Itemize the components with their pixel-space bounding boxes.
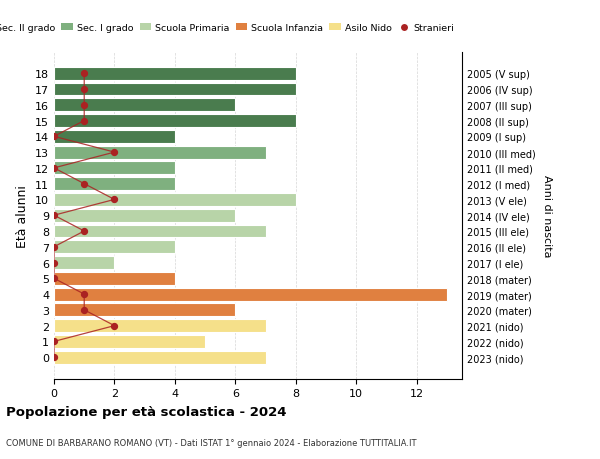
Point bbox=[110, 196, 119, 204]
Point bbox=[49, 134, 59, 141]
Bar bbox=[54, 351, 266, 364]
Bar bbox=[54, 272, 175, 285]
Bar bbox=[54, 178, 175, 190]
Bar bbox=[54, 162, 175, 175]
Legend: Sec. II grado, Sec. I grado, Scuola Primaria, Scuola Infanzia, Asilo Nido, Stran: Sec. II grado, Sec. I grado, Scuola Prim… bbox=[0, 20, 458, 37]
Bar bbox=[54, 335, 205, 348]
Y-axis label: Anni di nascita: Anni di nascita bbox=[542, 174, 552, 257]
Point bbox=[79, 307, 89, 314]
Point bbox=[110, 149, 119, 157]
Point bbox=[79, 102, 89, 109]
Point bbox=[49, 275, 59, 282]
Point bbox=[79, 118, 89, 125]
Bar bbox=[54, 99, 235, 112]
Text: Popolazione per età scolastica - 2024: Popolazione per età scolastica - 2024 bbox=[6, 405, 287, 419]
Point bbox=[79, 180, 89, 188]
Bar bbox=[54, 209, 235, 222]
Bar bbox=[54, 84, 296, 96]
Point bbox=[79, 228, 89, 235]
Point bbox=[49, 354, 59, 361]
Bar bbox=[54, 319, 266, 332]
Bar bbox=[54, 304, 235, 317]
Bar bbox=[54, 130, 175, 144]
Bar bbox=[54, 225, 266, 238]
Point bbox=[79, 70, 89, 78]
Point bbox=[49, 244, 59, 251]
Point bbox=[79, 86, 89, 94]
Bar bbox=[54, 288, 447, 301]
Point bbox=[49, 212, 59, 219]
Bar bbox=[54, 194, 296, 207]
Bar bbox=[54, 257, 115, 269]
Point bbox=[79, 291, 89, 298]
Point bbox=[49, 259, 59, 267]
Text: COMUNE DI BARBARANO ROMANO (VT) - Dati ISTAT 1° gennaio 2024 - Elaborazione TUTT: COMUNE DI BARBARANO ROMANO (VT) - Dati I… bbox=[6, 438, 416, 447]
Bar bbox=[54, 67, 296, 80]
Point bbox=[49, 165, 59, 172]
Y-axis label: Età alunni: Età alunni bbox=[16, 185, 29, 247]
Point bbox=[110, 322, 119, 330]
Bar bbox=[54, 146, 266, 159]
Point bbox=[49, 338, 59, 345]
Bar bbox=[54, 241, 175, 254]
Bar bbox=[54, 115, 296, 128]
